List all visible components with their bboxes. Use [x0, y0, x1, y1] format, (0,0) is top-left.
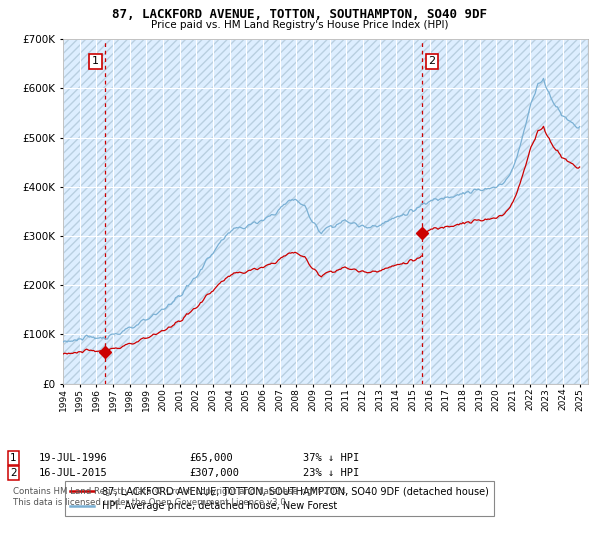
- Text: 37% ↓ HPI: 37% ↓ HPI: [303, 453, 359, 463]
- Text: 23% ↓ HPI: 23% ↓ HPI: [303, 468, 359, 478]
- Text: Price paid vs. HM Land Registry's House Price Index (HPI): Price paid vs. HM Land Registry's House …: [151, 20, 449, 30]
- Legend: 87, LACKFORD AVENUE, TOTTON, SOUTHAMPTON, SO40 9DF (detached house), HPI: Averag: 87, LACKFORD AVENUE, TOTTON, SOUTHAMPTON…: [65, 482, 494, 516]
- Text: 1: 1: [92, 57, 99, 66]
- Text: 2: 2: [428, 57, 436, 66]
- Text: £307,000: £307,000: [189, 468, 239, 478]
- Text: 1: 1: [10, 453, 17, 463]
- Text: 87, LACKFORD AVENUE, TOTTON, SOUTHAMPTON, SO40 9DF: 87, LACKFORD AVENUE, TOTTON, SOUTHAMPTON…: [113, 8, 487, 21]
- Text: 16-JUL-2015: 16-JUL-2015: [39, 468, 108, 478]
- Text: £65,000: £65,000: [189, 453, 233, 463]
- Text: 2: 2: [10, 468, 17, 478]
- Text: 19-JUL-1996: 19-JUL-1996: [39, 453, 108, 463]
- Text: Contains HM Land Registry data © Crown copyright and database right 2024.
This d: Contains HM Land Registry data © Crown c…: [13, 487, 349, 507]
